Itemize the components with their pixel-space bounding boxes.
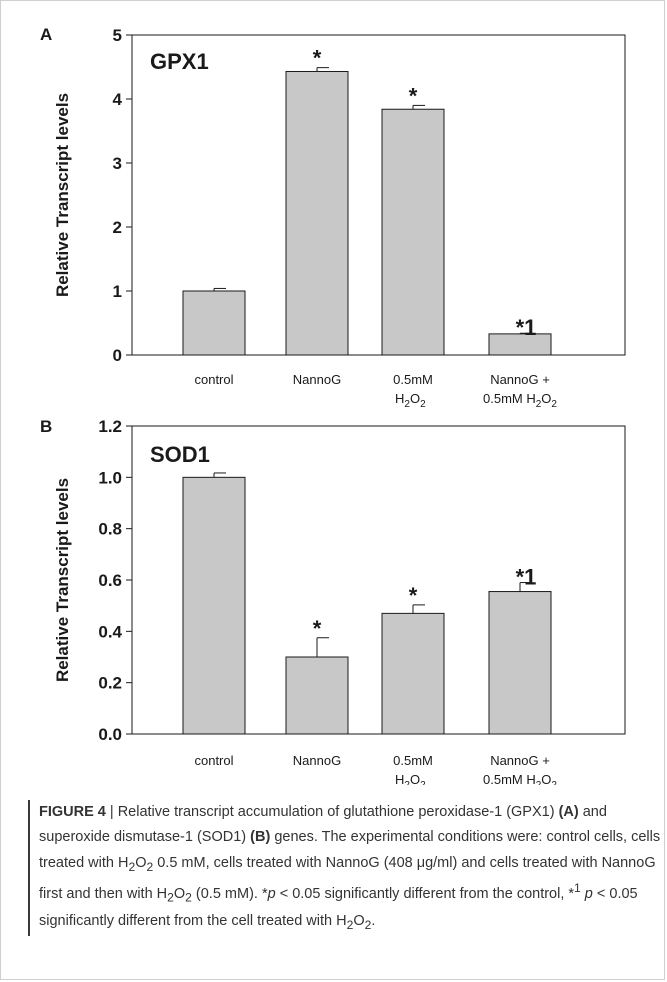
significance-marker: *	[313, 46, 322, 71]
significance-marker: *	[409, 83, 418, 108]
caption-text-3: genes. The experimental conditions were:…	[39, 829, 661, 871]
figure-svg: 0 1 2 3 4 5 A GPX1 Relative Transcript levels con…	[40, 25, 626, 785]
category-label-line2: H2O2	[395, 391, 426, 410]
y-tick-label: 1.2	[98, 417, 122, 436]
y-tick-label: 1	[113, 282, 122, 301]
figure-caption: FIGURE 4 | Relative transcript accumulat…	[28, 800, 667, 936]
caption-sub: 2	[167, 890, 174, 905]
caption-text-6: < 0.05 significantly different from the …	[275, 885, 575, 902]
bar	[285, 656, 349, 735]
y-tick-label: 0.8	[98, 520, 122, 539]
significance-marker: *1	[516, 565, 537, 590]
caption-sub: 2	[146, 859, 154, 874]
y-tick-label: 4	[113, 90, 123, 109]
caption-text-2: and superoxide dismutase-1 (SOD1)	[39, 804, 607, 846]
significance-marker: *1	[516, 315, 537, 340]
category-label-line2: H2O2	[395, 772, 426, 785]
y-tick-label: 3	[113, 154, 122, 173]
caption-sup: 1	[574, 880, 581, 895]
caption-p: p	[267, 885, 276, 902]
category-label: control	[194, 753, 233, 768]
y-tick-label: 1.0	[98, 468, 122, 487]
bar	[488, 591, 552, 735]
panel-title: SOD1	[150, 442, 210, 467]
caption-text-8: .	[371, 912, 376, 929]
caption-p: p	[584, 885, 593, 902]
caption-text-5: (0.5 mM). *	[191, 885, 268, 902]
category-label: NannoG +	[490, 753, 550, 768]
y-tick-label: 2	[113, 218, 122, 237]
y-tick-label: 0.0	[98, 725, 122, 744]
plot-frame	[131, 34, 626, 356]
y-tick-label: 0	[113, 346, 122, 365]
y-tick-label: 0.2	[98, 674, 122, 693]
bar	[381, 108, 445, 356]
y-tick-label: 0.6	[98, 571, 122, 590]
y-tick-label: 0.4	[98, 622, 122, 641]
category-label: control	[194, 372, 233, 387]
bar	[285, 70, 349, 356]
category-label-line2: 0.5mM H2O2	[483, 772, 557, 785]
caption-text-4: 0.5 mM, cells treated with NannoG (408 μ…	[39, 854, 656, 902]
caption-text-7: < 0.05 significantly different from the …	[39, 885, 638, 929]
panel-letter: A	[40, 25, 52, 44]
caption-sub: 2	[346, 917, 354, 932]
caption-ref-a: (A)	[558, 804, 579, 820]
category-label: 0.5mM	[393, 753, 433, 768]
bar	[182, 476, 246, 735]
bar	[381, 612, 445, 735]
category-label: NannoG	[293, 753, 341, 768]
caption-text-1: Relative transcript accumulation of glut…	[117, 804, 559, 820]
panel-letter: B	[40, 417, 52, 436]
category-label: 0.5mM	[393, 372, 433, 387]
bar	[182, 290, 246, 356]
y-tick-label: 5	[113, 26, 122, 45]
y-axis-label: Relative Transcript levels	[53, 93, 72, 297]
y-axis-label: Relative Transcript levels	[53, 478, 72, 682]
category-label: NannoG +	[490, 372, 550, 387]
caption-sub: 2	[185, 890, 192, 905]
caption-sub: 2	[128, 859, 136, 874]
category-label: NannoG	[293, 372, 341, 387]
caption-separator: |	[105, 804, 118, 820]
caption-sub: 2	[364, 917, 372, 932]
significance-marker: *	[409, 583, 418, 608]
category-label-line2: 0.5mM H2O2	[483, 391, 557, 410]
caption-label: FIGURE 4	[39, 804, 106, 820]
panel-title: GPX1	[150, 49, 209, 74]
significance-marker: *	[313, 616, 322, 641]
caption-ref-b: (B)	[250, 829, 271, 846]
